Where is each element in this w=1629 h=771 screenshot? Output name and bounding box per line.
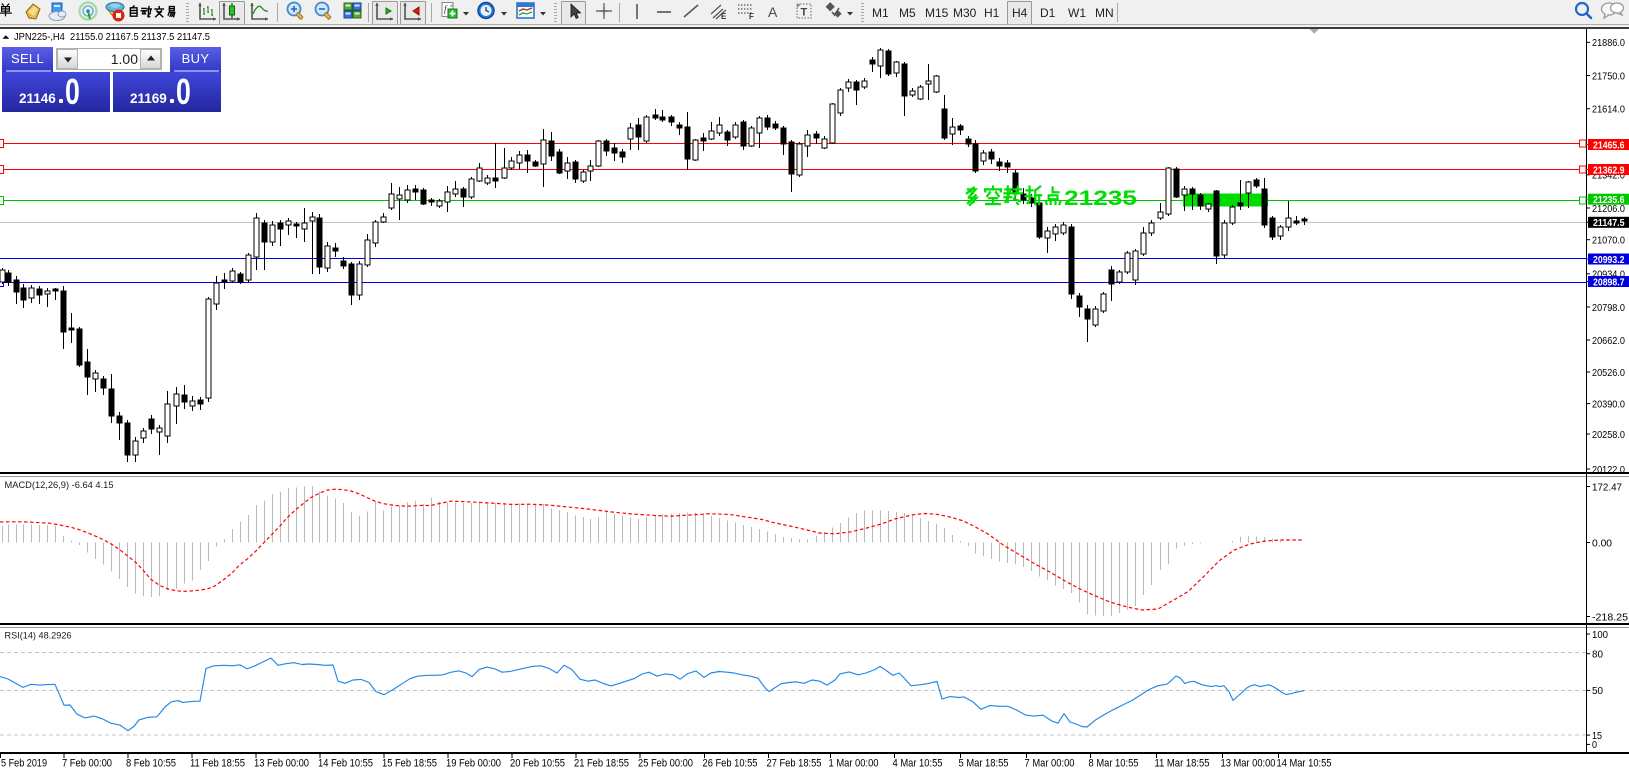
svg-text:21147.5: 21147.5	[1593, 217, 1625, 229]
svg-text:1 Mar 00:00: 1 Mar 00:00	[829, 758, 879, 770]
svg-text:f: f	[444, 4, 448, 14]
svg-text:13 Mar 00:00: 13 Mar 00:00	[1221, 758, 1276, 770]
svg-text:E: E	[721, 12, 727, 21]
svg-text:21235.6: 21235.6	[1593, 194, 1625, 206]
svg-text:5 Mar 18:55: 5 Mar 18:55	[959, 758, 1009, 770]
svg-text:14 Feb 10:55: 14 Feb 10:55	[318, 758, 373, 770]
svg-text:20258.0: 20258.0	[1592, 429, 1625, 441]
svg-text:RSI(14) 48.2926: RSI(14) 48.2926	[5, 631, 72, 642]
svg-text:21 Feb 18:55: 21 Feb 18:55	[574, 758, 629, 770]
svg-text:JPN225-,H4 21155.0 21167.5 21: JPN225-,H4 21155.0 21167.5 21137.5 21147…	[14, 31, 210, 43]
svg-text:27 Feb 18:55: 27 Feb 18:55	[767, 758, 822, 770]
svg-text:20662.0: 20662.0	[1592, 335, 1625, 347]
svg-text:7 Feb 00:00: 7 Feb 00:00	[62, 758, 112, 770]
svg-text:21614.0: 21614.0	[1592, 104, 1625, 116]
svg-text:21362.9: 21362.9	[1593, 164, 1625, 176]
svg-text:21750.0: 21750.0	[1592, 70, 1625, 82]
svg-text:13 Feb 00:00: 13 Feb 00:00	[254, 758, 309, 770]
svg-text:T: T	[801, 7, 808, 19]
svg-text:21235: 21235	[1064, 186, 1137, 210]
svg-text:15: 15	[1592, 730, 1602, 742]
svg-text:80: 80	[1592, 649, 1603, 661]
svg-text:20798.0: 20798.0	[1592, 302, 1625, 314]
svg-text:11 Feb 18:55: 11 Feb 18:55	[190, 758, 245, 770]
svg-text:19 Feb 00:00: 19 Feb 00:00	[446, 758, 501, 770]
svg-text:25 Feb 00:00: 25 Feb 00:00	[638, 758, 693, 770]
svg-text:7 Mar 00:00: 7 Mar 00:00	[1025, 758, 1075, 770]
svg-text:20 Feb 10:55: 20 Feb 10:55	[510, 758, 565, 770]
svg-text:20122.0: 20122.0	[1592, 464, 1625, 476]
svg-text:4 Mar 10:55: 4 Mar 10:55	[893, 758, 943, 770]
svg-text:0: 0	[1592, 739, 1597, 751]
svg-text:100: 100	[1592, 629, 1608, 641]
svg-text:21886.0: 21886.0	[1592, 37, 1625, 49]
svg-text:5 Feb 2019: 5 Feb 2019	[1, 758, 47, 770]
svg-text:11 Mar 18:55: 11 Mar 18:55	[1155, 758, 1210, 770]
svg-text:50: 50	[1592, 685, 1603, 697]
svg-text:8 Feb 10:55: 8 Feb 10:55	[126, 758, 176, 770]
svg-text:26 Feb 10:55: 26 Feb 10:55	[703, 758, 758, 770]
svg-text:15 Feb 18:55: 15 Feb 18:55	[382, 758, 437, 770]
svg-text:21465.6: 21465.6	[1593, 139, 1625, 151]
svg-text:-218.25: -218.25	[1592, 611, 1628, 623]
svg-text:21206.0: 21206.0	[1592, 203, 1625, 215]
svg-text:8 Mar 10:55: 8 Mar 10:55	[1089, 758, 1139, 770]
svg-text:20526.0: 20526.0	[1592, 367, 1625, 379]
svg-text:172.47: 172.47	[1592, 481, 1622, 493]
svg-text:F: F	[749, 12, 754, 21]
svg-text:MACD(12,26,9) -6.64 4.15: MACD(12,26,9) -6.64 4.15	[5, 480, 114, 491]
svg-text:20390.0: 20390.0	[1592, 398, 1625, 410]
svg-text:20898.7: 20898.7	[1593, 276, 1625, 288]
svg-text:20993.2: 20993.2	[1593, 254, 1625, 266]
svg-text:0.00: 0.00	[1592, 537, 1612, 549]
svg-text:21070.0: 21070.0	[1592, 235, 1625, 247]
svg-text:14 Mar 10:55: 14 Mar 10:55	[1277, 758, 1332, 770]
